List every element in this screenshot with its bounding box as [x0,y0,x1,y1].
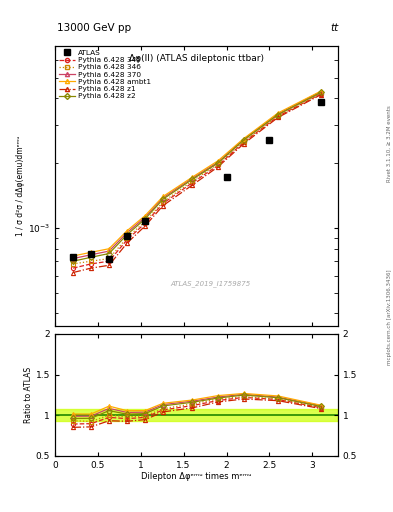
Pythia 6.428 z2 [143,216,147,222]
Text: ATLAS_2019_I1759875: ATLAS_2019_I1759875 [171,281,251,287]
Pythia 6.428 370 [275,111,280,117]
Text: Δφ(ll) (ATLAS dileptonic ttbar): Δφ(ll) (ATLAS dileptonic ttbar) [129,54,264,63]
Pythia 6.428 345 [275,113,280,119]
Pythia 6.428 ambt1 [89,249,94,255]
Pythia 6.428 z2 [107,250,111,257]
Line: Pythia 6.428 346: Pythia 6.428 346 [71,91,323,266]
Pythia 6.428 z1 [89,265,94,271]
Pythia 6.428 345 [71,265,75,271]
Pythia 6.428 z2 [216,160,220,166]
Pythia 6.428 370 [89,252,94,258]
Pythia 6.428 z1 [161,202,165,208]
Pythia 6.428 z1 [71,269,75,275]
Pythia 6.428 345 [216,162,220,168]
Pythia 6.428 370 [318,89,323,95]
Pythia 6.428 346 [275,113,280,119]
Pythia 6.428 346 [190,178,195,184]
Pythia 6.428 ambt1 [161,194,165,200]
Line: Pythia 6.428 ambt1: Pythia 6.428 ambt1 [71,89,323,258]
Pythia 6.428 370 [125,229,129,236]
Pythia 6.428 z2 [125,231,129,238]
Pythia 6.428 ambt1 [125,228,129,234]
Pythia 6.428 z2 [275,112,280,118]
Pythia 6.428 346 [107,255,111,262]
Text: 13000 GeV pp: 13000 GeV pp [57,23,131,33]
Pythia 6.428 370 [143,214,147,220]
Pythia 6.428 345 [143,220,147,226]
ATLAS [224,174,229,180]
Pythia 6.428 z2 [318,90,323,96]
Pythia 6.428 346 [161,199,165,205]
Line: ATLAS: ATLAS [70,99,323,261]
Pythia 6.428 ambt1 [190,174,195,180]
Pythia 6.428 370 [241,136,246,142]
Pythia 6.428 ambt1 [107,246,111,252]
Text: Rivet 3.1.10, ≥ 3.2M events: Rivet 3.1.10, ≥ 3.2M events [387,105,392,182]
Pythia 6.428 345 [190,180,195,186]
X-axis label: Dilepton Δφᵉᵐᵘ times mᵉᵐᵘ: Dilepton Δφᵉᵐᵘ times mᵉᵐᵘ [141,472,252,481]
Pythia 6.428 370 [71,255,75,262]
Pythia 6.428 346 [71,261,75,267]
Pythia 6.428 345 [318,91,323,97]
Pythia 6.428 ambt1 [318,88,323,94]
Pythia 6.428 ambt1 [275,110,280,116]
Pythia 6.428 z1 [107,262,111,268]
Pythia 6.428 z2 [89,254,94,261]
ATLAS [143,218,147,224]
Pythia 6.428 345 [125,237,129,243]
ATLAS [107,255,111,262]
Pythia 6.428 z1 [143,223,147,229]
Y-axis label: 1 / σ d²σ / dΔφ(emu)dmᵉᵐᵘ: 1 / σ d²σ / dΔφ(emu)dmᵉᵐᵘ [16,136,25,236]
Pythia 6.428 z2 [161,196,165,202]
Pythia 6.428 346 [318,90,323,96]
Pythia 6.428 ambt1 [143,212,147,219]
Pythia 6.428 z1 [190,182,195,188]
Pythia 6.428 345 [107,258,111,264]
Pythia 6.428 370 [107,248,111,254]
Text: mcplots.cern.ch [arXiv:1306.3436]: mcplots.cern.ch [arXiv:1306.3436] [387,270,392,365]
Pythia 6.428 346 [216,161,220,167]
Pythia 6.428 345 [241,139,246,145]
Bar [55,410,338,421]
ATLAS [318,99,323,105]
Pythia 6.428 345 [89,261,94,267]
Legend: ATLAS, Pythia 6.428 345, Pythia 6.428 346, Pythia 6.428 370, Pythia 6.428 ambt1,: ATLAS, Pythia 6.428 345, Pythia 6.428 34… [57,48,152,101]
Text: tt: tt [331,23,339,33]
Pythia 6.428 345 [161,200,165,206]
Pythia 6.428 z1 [318,92,323,98]
Pythia 6.428 370 [216,159,220,165]
Pythia 6.428 z1 [241,141,246,147]
ATLAS [89,250,94,257]
Pythia 6.428 z2 [190,176,195,182]
Line: Pythia 6.428 370: Pythia 6.428 370 [71,90,323,261]
ATLAS [125,232,129,239]
Line: Pythia 6.428 345: Pythia 6.428 345 [71,92,323,270]
Pythia 6.428 ambt1 [241,136,246,142]
Pythia 6.428 346 [125,234,129,241]
Line: Pythia 6.428 z1: Pythia 6.428 z1 [71,93,323,274]
ATLAS [267,137,272,143]
Pythia 6.428 z1 [275,114,280,120]
Pythia 6.428 ambt1 [216,158,220,164]
Pythia 6.428 z2 [71,258,75,264]
Pythia 6.428 370 [190,175,195,181]
Pythia 6.428 z1 [216,164,220,170]
Line: Pythia 6.428 z2: Pythia 6.428 z2 [71,91,323,263]
Pythia 6.428 346 [143,219,147,225]
Pythia 6.428 370 [161,195,165,201]
ATLAS [71,254,75,261]
Pythia 6.428 ambt1 [71,253,75,259]
Y-axis label: Ratio to ATLAS: Ratio to ATLAS [24,367,33,423]
Pythia 6.428 346 [89,258,94,264]
Pythia 6.428 z1 [125,240,129,246]
Pythia 6.428 346 [241,138,246,144]
Pythia 6.428 z2 [241,137,246,143]
